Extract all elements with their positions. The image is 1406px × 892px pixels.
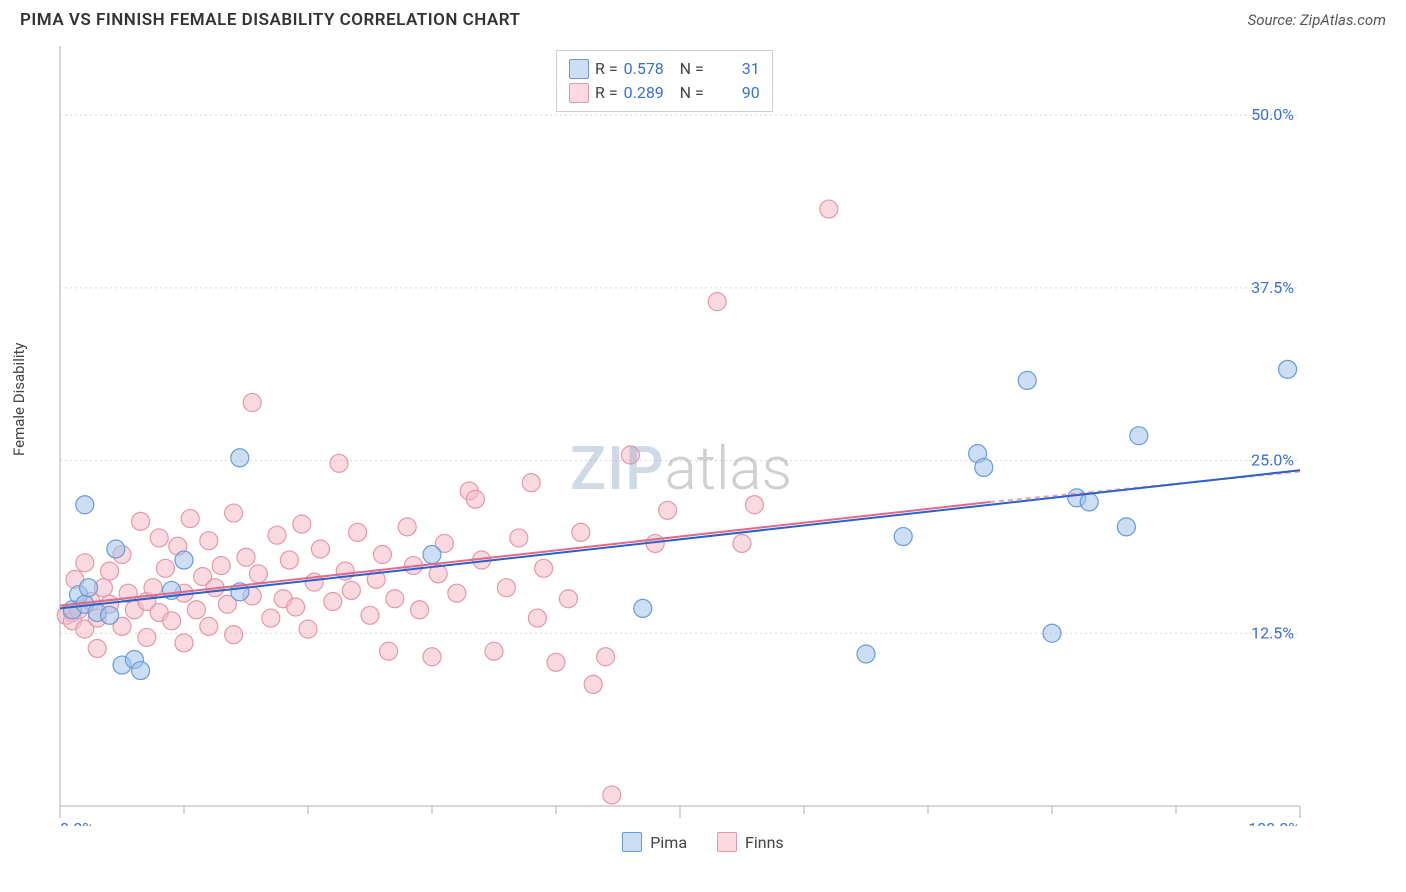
stats-legend: R = 0.578 N = 31 R = 0.289 N = 90 (556, 50, 773, 112)
svg-text:100.0%: 100.0% (1248, 819, 1300, 826)
series-legend: Pima Finns (0, 832, 1406, 852)
legend-item-pima: Pima (622, 832, 687, 852)
svg-text:25.0%: 25.0% (1251, 451, 1294, 470)
chart-source: Source: ZipAtlas.com (1248, 11, 1386, 29)
y-axis-label: Female Disability (10, 343, 28, 457)
swatch-finns (717, 832, 737, 852)
chart-title: PIMA VS FINNISH FEMALE DISABILITY CORREL… (20, 10, 520, 30)
scatter-chart: 12.5% 25.0% 37.5% 50.0% 0.0% 100.0% (20, 36, 1360, 826)
chart-header: PIMA VS FINNISH FEMALE DISABILITY CORREL… (0, 0, 1406, 36)
svg-text:12.5%: 12.5% (1251, 623, 1294, 642)
legend-label-finns: Finns (745, 833, 784, 852)
legend-item-finns: Finns (717, 832, 784, 852)
chart-area: Female Disability 12.5%25.0%37.5%50.0%0.… (20, 36, 1386, 826)
svg-text:37.5%: 37.5% (1251, 278, 1294, 297)
svg-text:0.0%: 0.0% (60, 819, 94, 826)
swatch-pima (622, 832, 642, 852)
svg-text:50.0%: 50.0% (1251, 105, 1294, 124)
legend-label-pima: Pima (650, 833, 687, 852)
